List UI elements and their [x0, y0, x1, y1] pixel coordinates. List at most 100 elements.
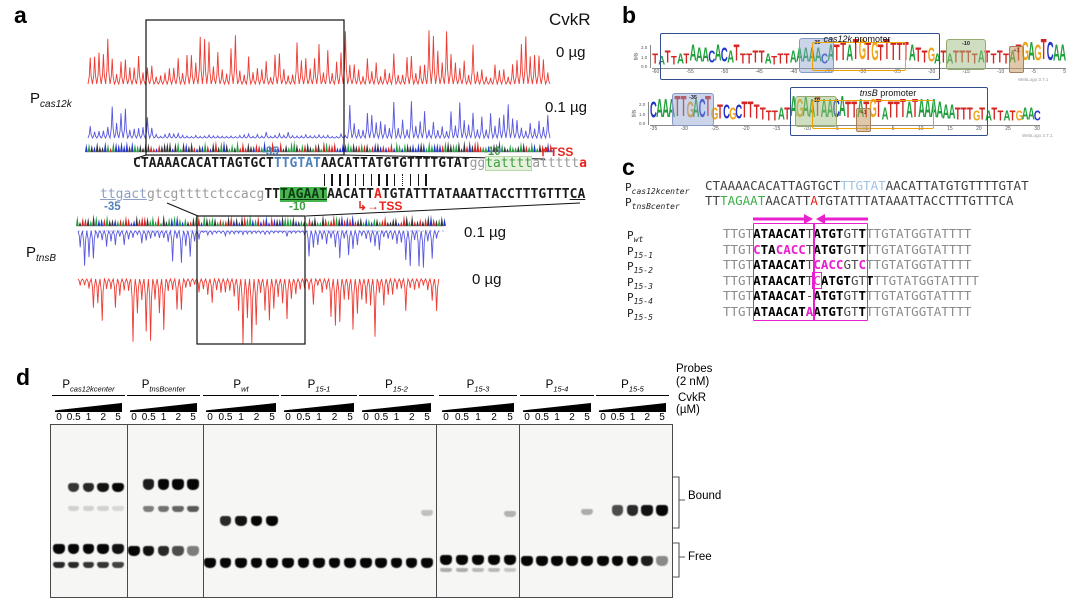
logo-ytick: 0.0 — [641, 64, 648, 69]
probe-group-label-15-1: P15-1 — [281, 379, 357, 396]
probe-name-sub: 15-1 — [633, 250, 653, 260]
gel-band — [235, 516, 247, 526]
chromatogram-strip-cas12k — [85, 140, 555, 153]
logo-xtick: 5 — [1063, 69, 1066, 75]
logo-letter: C — [1033, 107, 1041, 125]
gel-section — [50, 424, 129, 598]
probe-group-label-wt: Pwt — [203, 379, 279, 396]
logo-letter: T — [733, 41, 740, 68]
gel-band — [97, 544, 109, 554]
lane-concentration: 0 — [207, 412, 213, 423]
sequence-segment: GT — [843, 226, 859, 241]
lane-concentration: 1 — [629, 412, 636, 423]
logo-title-part: promoter — [877, 88, 917, 98]
alignment-bar — [354, 174, 357, 186]
logo-letter: A — [881, 104, 889, 125]
sequence-segment: GT — [843, 241, 859, 257]
logo-letter: T — [845, 98, 851, 125]
logo-letter: T — [954, 104, 961, 125]
gel-band — [82, 562, 95, 568]
logo-letter: T — [899, 94, 906, 125]
logo-title-part: tnsB — [859, 88, 878, 98]
lane-concentration: 5 — [269, 412, 275, 423]
logo-xtick: -25 — [893, 69, 901, 75]
gel-band — [282, 558, 294, 568]
lane-concentration: 5 — [507, 412, 513, 423]
sequence-segment: AACATTATGTGTTTTGTAT — [320, 156, 470, 171]
sequence-segment: CTAAAACACATTAGTGCT — [705, 178, 841, 193]
logo-letter: C — [708, 47, 716, 68]
trace-tnsb-01ug — [77, 229, 440, 268]
sequence-segment: T — [805, 257, 814, 272]
logo-credit: WebLogo 3.7.1 — [1022, 133, 1053, 138]
logo-letter: T — [739, 50, 746, 68]
logo-letter: T — [997, 107, 1004, 125]
sequence-segment: T — [866, 272, 874, 288]
logo-box-label: -10 — [962, 41, 970, 47]
probe-name-base: P — [621, 379, 629, 391]
minus35-box: -35 — [799, 38, 834, 73]
gel-band — [157, 546, 170, 556]
logo-title-part: promoter — [852, 34, 891, 44]
concentration-wedge — [442, 403, 514, 412]
gel-band — [172, 546, 184, 556]
footprint-box-cas12k — [145, 19, 345, 156]
sequence-segment: C — [858, 257, 867, 272]
sequence-segment: TTGTATGGTATTTT — [866, 257, 972, 272]
logo-xtick: 30 — [1034, 126, 1040, 132]
probe-name-sub: 15-4 — [553, 384, 569, 394]
concentration-wedge — [130, 403, 197, 412]
logo-letter: G — [1021, 37, 1030, 68]
logo-letter: T — [680, 91, 687, 125]
logo-letter: A — [1021, 104, 1029, 125]
sequence-segment: CTAAAACACATTAGTGCT — [133, 156, 274, 171]
probe-name-sub: 15-2 — [633, 266, 653, 276]
sequence-segment: ATAACAT — [753, 303, 806, 319]
variant-label-wt: Pwt — [627, 230, 643, 244]
gel-band — [504, 555, 516, 565]
logo-letter: G — [1034, 41, 1042, 68]
probe-name-sub: wt — [241, 384, 249, 394]
logo-letter: T — [984, 47, 991, 68]
logo-title-part: cas12k — [823, 34, 852, 44]
logo-letter: A — [714, 41, 722, 68]
sequence-segment: TTGT — [723, 288, 754, 303]
logo-letter: C — [723, 101, 730, 125]
probe-name-base: P — [307, 379, 316, 391]
panel-d-label: d — [16, 364, 31, 390]
sequence-segment: T — [858, 288, 867, 303]
minus10-label-tnsb: -10 — [289, 201, 306, 213]
logo-letter: A — [942, 101, 950, 125]
minus10-label-cas12k: -10 — [484, 146, 501, 158]
gel-band — [82, 483, 95, 492]
logo-letter: T — [851, 98, 858, 125]
logo-box-label: -35 — [812, 40, 821, 46]
gel-band — [328, 558, 341, 568]
gel-band — [456, 555, 468, 565]
probe-group-label-tnsBcenter: PtnsBcenter — [127, 379, 200, 396]
gel-band — [112, 506, 124, 511]
concentration-wedge — [523, 403, 591, 412]
gel-band — [128, 546, 140, 556]
lane-concentration: 2 — [100, 412, 107, 423]
logo-letter: A — [677, 50, 684, 68]
sequence-segment: T — [858, 241, 867, 257]
probe-name-sub: wt — [633, 235, 644, 245]
gel-band — [82, 544, 95, 554]
minus10-box: -10 — [946, 39, 986, 70]
gel-band — [250, 558, 263, 568]
logo-letter: T — [758, 47, 765, 68]
gel-band — [142, 546, 155, 556]
logo-letter: A — [1059, 41, 1067, 68]
sequence-segment: A — [810, 193, 818, 208]
gel-band — [172, 479, 184, 490]
logo-letter: T — [979, 104, 986, 125]
gel-band — [112, 483, 124, 492]
gel-band — [97, 506, 109, 511]
logo-credit: WebLogo 3.7.1 — [1018, 77, 1049, 82]
logo-letter: A — [846, 41, 854, 68]
logo-xtick: -60 — [652, 69, 660, 75]
logo-letter: T — [893, 98, 900, 125]
logo-letter: A — [948, 101, 956, 125]
probes-amount-label: (2 nM) — [676, 376, 710, 388]
